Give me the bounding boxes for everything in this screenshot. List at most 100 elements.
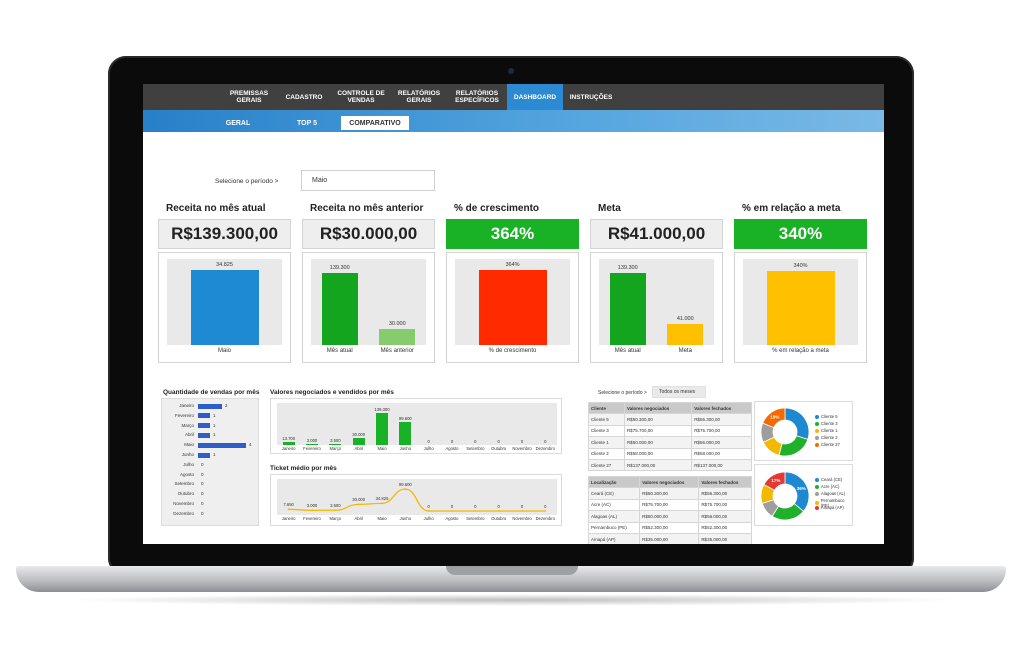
localizacao-cell: R$50.000,00 <box>639 510 700 523</box>
nav-relatorios-gerais[interactable]: RELATÓRIOS GERAIS <box>397 90 441 104</box>
bar-category-label: Julho <box>423 446 434 451</box>
donut-legend-item: Amapá (AP) <box>815 505 844 510</box>
legend-swatch <box>815 442 819 447</box>
nav-cadastro[interactable]: CADASTRO <box>285 93 323 101</box>
hbar <box>198 452 210 458</box>
ticket-medio-line <box>287 488 547 512</box>
line-point <box>451 510 453 512</box>
table-clientes: Cliente Valores negociados Valores fechado… <box>588 401 752 472</box>
donut-value-label: 36% <box>797 486 806 491</box>
donut-legend-item: Alagoas (AL) <box>815 491 845 496</box>
bar <box>379 329 416 345</box>
line-value-label: 3.000 <box>306 503 318 509</box>
hbar-category-label: Outubro <box>177 491 194 497</box>
hbar <box>198 413 210 419</box>
legend-swatch <box>815 484 819 489</box>
localizacao-cell: R$35.000,00 <box>639 532 700 544</box>
bar <box>376 413 388 445</box>
line-value-label: 0 <box>520 504 524 509</box>
main-nav: PREMISSAS GERAIS CADASTRO CONTROLE DE VE… <box>143 84 884 110</box>
clientes-row: Cliente 2 R$58.000,00 R$58.000,00 <box>588 447 752 460</box>
localizacao-cell: Acre (AC) <box>587 498 641 512</box>
period-select[interactable]: Maio <box>301 170 435 191</box>
bar-value-label: 30.000 <box>388 321 406 328</box>
laptop-notch <box>446 566 578 575</box>
donut-slice <box>778 435 809 457</box>
bar <box>282 441 295 445</box>
clientes-cell: Cliente 3 <box>588 424 625 438</box>
kpi-title-receita-atual: Receita no mês atual <box>166 203 266 214</box>
chart-ticket-medio: 7.650 Janeiro 3.000 Fevereiro 3.500 Março 30.0… <box>270 474 562 526</box>
line-category-label: Janeiro <box>281 516 296 521</box>
title-valores-negociados: Valores negociados e vendidos por mês <box>270 389 394 396</box>
localizacao-cell: R$35.000,00 <box>698 532 752 544</box>
donut-slice <box>784 407 810 440</box>
hbar-value-label: 2 <box>225 403 228 408</box>
localizacao-cell: Alagoas (AL) <box>587 510 641 523</box>
title-quantidade-vendas: Quantidade de vendas por mês <box>163 389 260 396</box>
line-category-label: Julho <box>423 516 434 521</box>
legend-label: Cliente 1 <box>821 428 838 433</box>
nav-instrucoes[interactable]: INSTRUÇÕES <box>569 93 613 101</box>
nav-relatorios-especificos[interactable]: RELATÓRIOS ESPECÍFICOS <box>455 90 499 104</box>
clientes-cell: Cliente 2 <box>588 447 625 460</box>
donut-clientes: 19% <box>760 407 810 457</box>
line-point <box>474 510 477 512</box>
donut-legend-item: Cliente 3 <box>815 421 838 426</box>
localizacao-row: Pernambuco (PE) R$52.300,00 R$52.300,00 <box>587 521 752 534</box>
localizacao-cell: Pernambuco (PE) <box>587 521 641 534</box>
line-category-label: Maio <box>377 516 387 521</box>
tab-comparativo[interactable]: COMPARATIVO <box>341 116 409 130</box>
bar-category-label: Maio <box>217 348 231 354</box>
localizacao-cell: R$56.300,00 <box>698 487 752 500</box>
donut-localizacao-panel: 36% 17% Ceará (CE) Acre (AC) Alagoas (AL) Pe… <box>754 464 853 526</box>
bar-value-label: 34.825 <box>216 261 233 268</box>
hbar <box>198 442 246 448</box>
chart-receita-anterior: 139.300 Mês atual 30.000 Mês anterior <box>302 252 435 363</box>
tab-top-5[interactable]: TOP 5 <box>297 119 317 127</box>
bar-value-label: 30.000 <box>352 432 366 438</box>
chart-receita-atual: 34.825 Maio <box>158 252 291 363</box>
filter2-select[interactable]: Todos os meses <box>652 386 706 398</box>
line-category-label: Outubro <box>491 516 507 521</box>
line-value-label: 30.000 <box>352 497 366 503</box>
hbar-value-label: 4 <box>249 442 252 448</box>
clientes-header-cell: Valores fechados <box>691 401 752 415</box>
clientes-header-row: Cliente Valores negociados Valores fechado… <box>588 401 752 415</box>
kpi-value-crescimento: 364% <box>446 219 579 249</box>
bar-category-label: Mês anterior <box>380 348 414 354</box>
legend-swatch <box>815 421 819 426</box>
nav-controle-de-vendas[interactable]: CONTROLE DE VENDAS <box>337 90 385 104</box>
clientes-cell: R$137.000,00 <box>623 458 693 472</box>
line-value-label: 0 <box>474 504 477 509</box>
legend-swatch <box>815 428 819 433</box>
line-value-label: 0 <box>450 504 454 509</box>
kpi-title-crescimento: % de crescimento <box>454 203 540 214</box>
hbar-category-label: Abril <box>184 432 194 438</box>
hbar-value-label: 0 <box>201 491 204 497</box>
bar-category-label: % de crescimento <box>488 348 537 354</box>
hbar-category-label: Maio <box>184 442 194 448</box>
hbar-category-label: Novembro <box>173 501 194 506</box>
bar-value-label: 340% <box>793 263 808 270</box>
legend-label: Cliente 3 <box>821 421 838 426</box>
hbar-value-label: 0 <box>201 471 204 477</box>
bar <box>352 438 365 445</box>
line-value-label: 0 <box>497 504 500 509</box>
bar-value-label: 0 <box>427 439 430 444</box>
kpi-value-meta: R$41.000,00 <box>590 219 723 249</box>
nav-premissas-gerais[interactable]: PREMISSAS GERAIS <box>229 90 269 104</box>
line-point <box>334 509 337 512</box>
hbar-value-label: 0 <box>201 510 204 516</box>
bar-value-label: 0 <box>544 439 547 444</box>
bar-value-label: 3.000 <box>306 438 318 444</box>
donut-legend-item: Ceará (CE) <box>815 477 842 482</box>
hbar-category-label: Julho <box>183 461 194 467</box>
legend-label: Cliente 27 <box>821 442 840 447</box>
donut-legend-item: Cliente 1 <box>815 428 838 433</box>
nav-dashboard[interactable]: DASHBOARD <box>507 84 563 110</box>
clientes-row: Cliente 1 R$50.000,00 R$56.000,00 <box>588 436 752 449</box>
hbar-category-label: Agosto <box>179 471 194 477</box>
tab-geral[interactable]: GERAL <box>225 119 251 127</box>
hbar <box>198 432 210 438</box>
